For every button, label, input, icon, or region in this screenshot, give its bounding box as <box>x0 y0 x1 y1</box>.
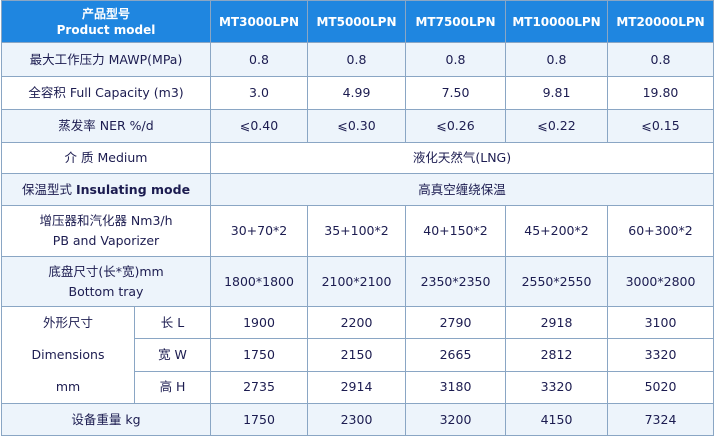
cell-line: 全容积 Full Capacity (m3) <box>28 85 184 100</box>
table-row: 宽 W 1750 2150 2665 2812 3320 <box>2 338 714 372</box>
value-cell: 4150 <box>505 403 608 436</box>
cell-line: Bottom tray <box>68 283 144 299</box>
value-cell: 2790 <box>405 305 506 340</box>
value-cell: 3200 <box>405 403 506 436</box>
table-row: 介 质 Medium 液化天然气(LNG) <box>1 142 714 174</box>
value-cell: 35+100*2 <box>307 205 406 257</box>
sub-label: 长 L <box>134 305 211 340</box>
row-label: 全容积 Full Capacity (m3) <box>1 76 211 110</box>
table-row: 最大工作压力 MAWP(MPa) 0.8 0.8 0.8 0.8 0.8 <box>1 42 714 77</box>
value-cell: MT5000LPN <box>307 0 406 43</box>
cell-line: 增压器和汽化器 Nm3/h <box>39 213 173 228</box>
table-row: 底盘尺寸(长*宽)mm Bottom tray 1800*1800 2100*2100… <box>1 256 714 307</box>
cell-line: Product model <box>56 22 156 37</box>
cell-line: 底盘尺寸(长*宽)mm <box>48 263 164 279</box>
sub-label: 宽 W <box>134 338 211 372</box>
value-cell: 7324 <box>607 403 714 436</box>
value-cell: 3000*2800 <box>607 256 714 307</box>
cell-line: PB and Vaporizer <box>52 233 160 248</box>
value-cell: 30+70*2 <box>210 205 308 257</box>
value-cell: ⩽0.22 <box>505 109 608 143</box>
value-cell: 1750 <box>210 403 308 436</box>
value-cell: 19.80 <box>607 76 714 110</box>
value-cell: MT10000LPN <box>505 0 608 43</box>
dimensions-label: 外形尺寸 Dimensions mm <box>1 306 135 404</box>
table-row: 保温型式 Insulating mode 高真空缠绕保温 <box>1 173 714 206</box>
value-cell: 9.81 <box>505 76 608 110</box>
row-label: 设备重量 kg <box>1 403 211 436</box>
value-cell: 7.50 <box>405 76 506 110</box>
value-cell: 4.99 <box>307 76 406 110</box>
value-cell: ⩽0.30 <box>307 109 406 143</box>
row-label: 保温型式 Insulating mode <box>1 173 211 206</box>
value-cell: 60+300*2 <box>607 205 714 257</box>
value-cell: 2665 <box>405 338 506 372</box>
value-cell: 2100*2100 <box>307 256 406 307</box>
sub-label: 高 H <box>134 370 211 405</box>
span-value: 高真空缠绕保温 <box>210 173 714 206</box>
value-cell: 0.8 <box>607 42 714 77</box>
span-value: 液化天然气(LNG) <box>210 142 714 174</box>
table-row: 设备重量 kg 1750 2300 3200 4150 7324 <box>1 403 714 436</box>
value-cell: 0.8 <box>505 42 608 77</box>
value-cell: 0.8 <box>210 42 308 77</box>
row-label: 介 质 Medium <box>1 142 211 174</box>
table-row: 产品型号 Product model MT3000LPN MT5000LPN MT750… <box>1 0 714 43</box>
value-cell: 2350*2350 <box>405 256 506 307</box>
value-cell: ⩽0.40 <box>210 109 308 143</box>
value-cell: 0.8 <box>307 42 406 77</box>
value-cell: MT3000LPN <box>210 0 308 43</box>
value-cell: 3100 <box>607 305 714 340</box>
value-cell: 2150 <box>307 338 406 372</box>
value-cell: 3180 <box>405 370 506 405</box>
value-cell: 2735 <box>210 370 308 405</box>
value-cell: ⩽0.15 <box>607 109 714 143</box>
value-cell: 0.8 <box>405 42 506 77</box>
value-cell: 2200 <box>307 305 406 340</box>
value-cell: 2918 <box>505 305 608 340</box>
label-bold: Insulating mode <box>75 181 191 197</box>
value-cell: 3.0 <box>210 76 308 110</box>
value-cell: 1750 <box>210 338 308 372</box>
table-row: 蒸发率 NER %/d ⩽0.40 ⩽0.30 ⩽0.26 ⩽0.22 ⩽0.15 <box>1 109 714 143</box>
value-cell: 2550*2550 <box>505 256 608 307</box>
value-cell: 2914 <box>307 370 406 405</box>
value-cell: MT7500LPN <box>405 0 506 43</box>
cell-line: Dimensions <box>31 347 105 362</box>
table-row: 外形尺寸 Dimensions mm 长 L 1900 2200 2790 2918 3100 <box>1 305 714 404</box>
header-label: 产品型号 Product model <box>1 0 211 43</box>
cell-line: mm <box>55 379 81 394</box>
value-cell: 2300 <box>307 403 406 436</box>
value-cell: 40+150*2 <box>405 205 506 257</box>
value-cell: 3320 <box>505 370 608 405</box>
table-row: 高 H 2735 2914 3180 3320 5020 <box>2 370 714 405</box>
value-cell: 1900 <box>210 305 308 340</box>
row-label: 增压器和汽化器 Nm3/h PB and Vaporizer <box>1 205 211 257</box>
cell-line: 最大工作压力 MAWP(MPa) <box>29 51 183 67</box>
row-label: 最大工作压力 MAWP(MPa) <box>1 42 211 77</box>
table-row: 增压器和汽化器 Nm3/h PB and Vaporizer 30+70*2 35+1… <box>1 205 714 257</box>
value-cell: MT20000LPN <box>607 0 714 43</box>
value-cell: 2812 <box>505 338 608 372</box>
cell-line: 外形尺寸 <box>42 315 93 330</box>
cell-line: 产品型号 <box>81 6 130 21</box>
label-text: 保温型式 <box>21 181 76 197</box>
row-label: 底盘尺寸(长*宽)mm Bottom tray <box>1 256 211 307</box>
value-cell: 3320 <box>607 338 714 372</box>
table-row: 全容积 Full Capacity (m3) 3.0 4.99 7.50 9.81 19.… <box>1 76 714 110</box>
cell-line: 蒸发率 NER %/d <box>58 118 154 133</box>
value-cell: 5020 <box>607 370 714 405</box>
value-cell: 1800*1800 <box>210 256 308 307</box>
value-cell: 45+200*2 <box>505 205 608 257</box>
row-label: 蒸发率 NER %/d <box>1 109 211 143</box>
value-cell: ⩽0.26 <box>405 109 506 143</box>
